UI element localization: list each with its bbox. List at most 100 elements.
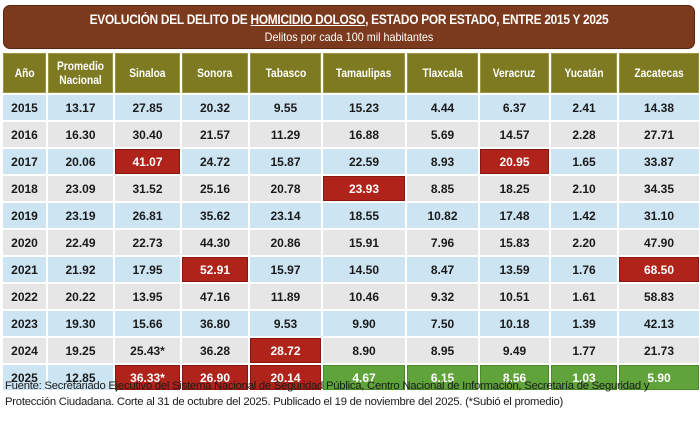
column-header: Zacatecas: [619, 53, 699, 93]
year-cell: 2020: [3, 230, 46, 255]
rate-cell: 31.10: [619, 203, 699, 228]
rate-cell: 23.19: [48, 203, 113, 228]
rate-cell: 9.49: [480, 338, 549, 363]
rate-cell: 36.28: [182, 338, 248, 363]
rate-cell: 23.14: [250, 203, 321, 228]
column-header-label: Tamaulipas: [336, 66, 392, 80]
rate-cell: 47.90: [619, 230, 699, 255]
column-header-label: Sinaloa: [129, 66, 166, 80]
rate-cell: 22.59: [323, 149, 405, 174]
column-header-label: Tlaxcala: [422, 66, 463, 80]
rate-cell: 2.20: [551, 230, 617, 255]
rate-cell: 2.41: [551, 95, 617, 120]
rate-cell: 5.69: [407, 122, 478, 147]
rate-cell: 8.85: [407, 176, 478, 201]
table-row: 2022 20.22 13.95 47.16 11.89 10.46 9.32 10.51 1.…: [3, 284, 699, 309]
rate-cell: 23.93: [323, 176, 405, 201]
rate-cell: 1.03: [551, 365, 617, 390]
rate-cell: 1.39: [551, 311, 617, 336]
rate-cell: 7.50: [407, 311, 478, 336]
rate-cell: 58.83: [619, 284, 699, 309]
year-cell: 2016: [3, 122, 46, 147]
rate-cell: 6.15: [407, 365, 478, 390]
rate-cell: 26.90: [182, 365, 248, 390]
rate-cell: 8.93: [407, 149, 478, 174]
rate-cell: 1.65: [551, 149, 617, 174]
rate-cell: 18.25: [480, 176, 549, 201]
year-cell: 2024: [3, 338, 46, 363]
rate-cell: 34.35: [619, 176, 699, 201]
rate-cell: 15.91: [323, 230, 405, 255]
table-header: Año Promedio Nacional Sinaloa Sonora Tabasco…: [3, 53, 699, 93]
homicide-table: Año Promedio Nacional Sinaloa Sonora Tabasco…: [1, 51, 700, 392]
rate-cell: 20.06: [48, 149, 113, 174]
rate-cell: 26.81: [115, 203, 180, 228]
rate-cell: 52.91: [182, 257, 248, 282]
rate-cell: 31.52: [115, 176, 180, 201]
rate-cell: 13.59: [480, 257, 549, 282]
column-header: Tlaxcala: [407, 53, 478, 93]
page-title: EVOLUCIÓN DEL DELITO DE HOMICIDIO DOLOSO…: [89, 12, 609, 27]
rate-cell: 25.43*: [115, 338, 180, 363]
rate-cell: 14.57: [480, 122, 549, 147]
rate-cell: 12.85: [48, 365, 113, 390]
rate-cell: 8.90: [323, 338, 405, 363]
rate-cell: 5.90: [619, 365, 699, 390]
column-header: Promedio Nacional: [48, 53, 113, 93]
table-row: 2019 23.19 26.81 35.62 23.14 18.55 10.82 17.48 1…: [3, 203, 699, 228]
column-header: Tamaulipas: [323, 53, 405, 93]
rate-cell: 20.78: [250, 176, 321, 201]
year-cell: 2022: [3, 284, 46, 309]
rate-cell: 20.95: [480, 149, 549, 174]
rate-cell: 20.86: [250, 230, 321, 255]
rate-cell: 4.44: [407, 95, 478, 120]
rate-cell: 7.96: [407, 230, 478, 255]
rate-cell: 15.66: [115, 311, 180, 336]
title-highlight: HOMICIDIO DOLOSO: [250, 12, 366, 27]
column-header: Año: [3, 53, 46, 93]
column-header: Sinaloa: [115, 53, 180, 93]
rate-cell: 14.38: [619, 95, 699, 120]
table-row: 2025 12.85 36.33* 26.90 20.14 4.67 6.15 8.56 1.0…: [3, 365, 699, 390]
rate-cell: 11.29: [250, 122, 321, 147]
rate-cell: 15.97: [250, 257, 321, 282]
year-cell: 2021: [3, 257, 46, 282]
rate-cell: 17.48: [480, 203, 549, 228]
column-header-label: Zacatecas: [634, 66, 684, 80]
column-header: Sonora: [182, 53, 248, 93]
rate-cell: 1.61: [551, 284, 617, 309]
table-row: 2018 23.09 31.52 25.16 20.78 23.93 8.85 18.25 2.…: [3, 176, 699, 201]
rate-cell: 44.30: [182, 230, 248, 255]
column-header-label: Sonora: [197, 66, 233, 80]
rate-cell: 2.10: [551, 176, 617, 201]
rate-cell: 9.32: [407, 284, 478, 309]
table-row: 2023 19.30 15.66 36.80 9.53 9.90 7.50 10.18 1.39…: [3, 311, 699, 336]
rate-cell: 16.88: [323, 122, 405, 147]
rate-cell: 18.55: [323, 203, 405, 228]
rate-cell: 42.13: [619, 311, 699, 336]
rate-cell: 27.85: [115, 95, 180, 120]
rate-cell: 24.72: [182, 149, 248, 174]
rate-cell: 14.50: [323, 257, 405, 282]
rate-cell: 8.56: [480, 365, 549, 390]
year-cell: 2018: [3, 176, 46, 201]
rate-cell: 6.37: [480, 95, 549, 120]
rate-cell: 28.72: [250, 338, 321, 363]
rate-cell: 13.95: [115, 284, 180, 309]
column-header-label: Veracruz: [493, 66, 536, 80]
rate-cell: 1.77: [551, 338, 617, 363]
table-row: 2016 16.30 30.40 21.57 11.29 16.88 5.69 14.57 2.…: [3, 122, 699, 147]
rate-cell: 10.18: [480, 311, 549, 336]
rate-cell: 15.87: [250, 149, 321, 174]
rate-cell: 8.95: [407, 338, 478, 363]
rate-cell: 20.22: [48, 284, 113, 309]
rate-cell: 10.46: [323, 284, 405, 309]
year-cell: 2019: [3, 203, 46, 228]
table-body: 2015 13.17 27.85 20.32 9.55 15.23 4.44 6.37 2.41…: [3, 95, 699, 390]
rate-cell: 9.55: [250, 95, 321, 120]
table-row: 2024 19.25 25.43* 36.28 28.72 8.90 8.95 9.49 1.7…: [3, 338, 699, 363]
table-row: 2015 13.17 27.85 20.32 9.55 15.23 4.44 6.37 2.41…: [3, 95, 699, 120]
rate-cell: 35.62: [182, 203, 248, 228]
rate-cell: 27.71: [619, 122, 699, 147]
rate-cell: 33.87: [619, 149, 699, 174]
